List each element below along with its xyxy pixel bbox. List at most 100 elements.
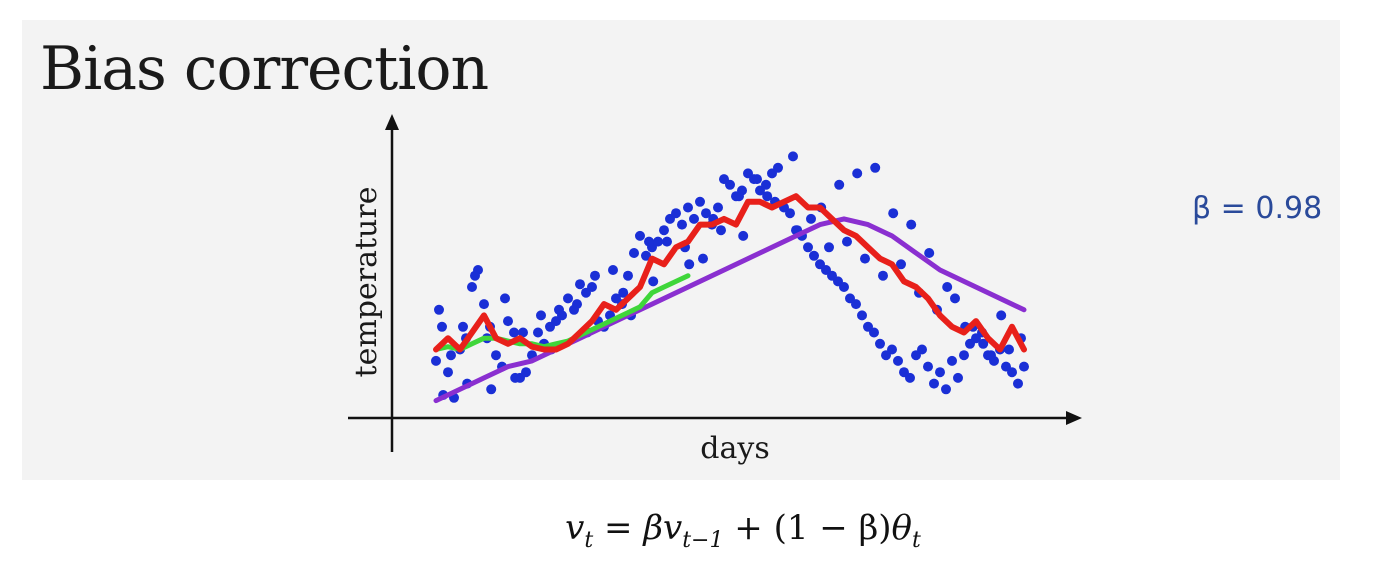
data-point [659, 225, 669, 236]
data-point [887, 344, 897, 355]
data-point [738, 230, 749, 241]
data-point [518, 327, 528, 338]
data-point [941, 384, 951, 395]
data-point [923, 361, 933, 372]
data-point [906, 219, 917, 230]
data-point [869, 327, 879, 338]
data-point [752, 174, 762, 185]
data-point [683, 202, 693, 213]
data-point [785, 208, 795, 219]
data-point [905, 372, 915, 383]
data-point [446, 350, 456, 361]
series-lines [433, 193, 1027, 404]
formula-theta: θ [891, 508, 912, 548]
data-point [870, 162, 881, 173]
data-point [953, 372, 963, 383]
data-point [701, 208, 711, 219]
data-point [839, 282, 849, 292]
data-point [1004, 344, 1014, 355]
formula-beta: β [643, 508, 663, 548]
red-series-line [433, 193, 1027, 353]
slide-title: Bias correction [40, 34, 489, 104]
y-axis [385, 114, 399, 452]
data-point [608, 265, 618, 275]
formula: vt = βvt−1 + (1 − β)θt [0, 508, 1390, 553]
data-point [629, 248, 639, 258]
x-axis [348, 411, 1082, 425]
data-point [437, 321, 447, 332]
data-point [942, 282, 953, 292]
data-point [725, 179, 735, 190]
data-point [443, 367, 453, 378]
data-point [653, 236, 663, 247]
data-point [986, 350, 996, 361]
data-point [896, 259, 906, 270]
data-point [684, 259, 695, 270]
data-point [713, 202, 723, 213]
data-point [563, 293, 573, 304]
data-point [689, 213, 699, 224]
data-point [644, 236, 654, 247]
data-point [486, 384, 497, 395]
data-point [491, 350, 501, 361]
data-point [533, 327, 543, 338]
data-point [959, 350, 969, 361]
data-point [695, 196, 705, 207]
data-point [1019, 361, 1029, 372]
data-point [587, 282, 597, 292]
purple-series-line [433, 216, 1027, 404]
data-point [470, 270, 480, 281]
data-point [893, 355, 903, 366]
formula-v-prev: v [662, 508, 683, 548]
data-point [590, 270, 600, 281]
formula-plus: + (1 − β) [723, 508, 892, 548]
formula-sub-t: t [584, 527, 594, 553]
data-point [857, 310, 867, 321]
data-point [761, 179, 771, 190]
data-point [929, 378, 939, 389]
data-point [924, 248, 935, 258]
data-point [618, 287, 629, 298]
data-point [860, 253, 870, 264]
data-point [500, 293, 510, 304]
data-point [978, 338, 989, 349]
data-point [521, 367, 531, 378]
x-axis-label: days [700, 431, 769, 466]
data-point [1013, 378, 1023, 389]
data-point [575, 279, 585, 290]
data-point [842, 236, 852, 247]
data-point [834, 179, 845, 190]
data-point [431, 355, 441, 366]
data-point [734, 191, 744, 202]
data-point [479, 299, 489, 310]
data-point [662, 236, 672, 247]
y-axis-label: temperature [349, 187, 384, 378]
data-point [503, 316, 513, 327]
data-point [852, 168, 863, 179]
formula-sub-theta: t [912, 527, 921, 553]
data-point [467, 282, 477, 292]
data-point [917, 344, 927, 355]
data-point [716, 225, 726, 236]
data-point [698, 253, 708, 264]
data-point [878, 270, 888, 281]
data-point [950, 293, 960, 304]
data-point [947, 355, 957, 366]
data-point [641, 250, 651, 261]
data-point [851, 299, 861, 310]
data-point [806, 213, 816, 224]
beta-annotation: β = 0.98 [1192, 191, 1322, 226]
data-point [635, 230, 645, 241]
green-series-line [433, 273, 691, 352]
data-point [671, 208, 681, 219]
data-point [788, 151, 798, 162]
formula-v: v [565, 508, 585, 548]
data-point [623, 270, 633, 281]
data-point [509, 327, 519, 338]
data-point [434, 304, 444, 315]
data-point [773, 162, 783, 173]
data-point [510, 372, 521, 383]
data-point [536, 310, 546, 321]
data-point [677, 219, 687, 230]
